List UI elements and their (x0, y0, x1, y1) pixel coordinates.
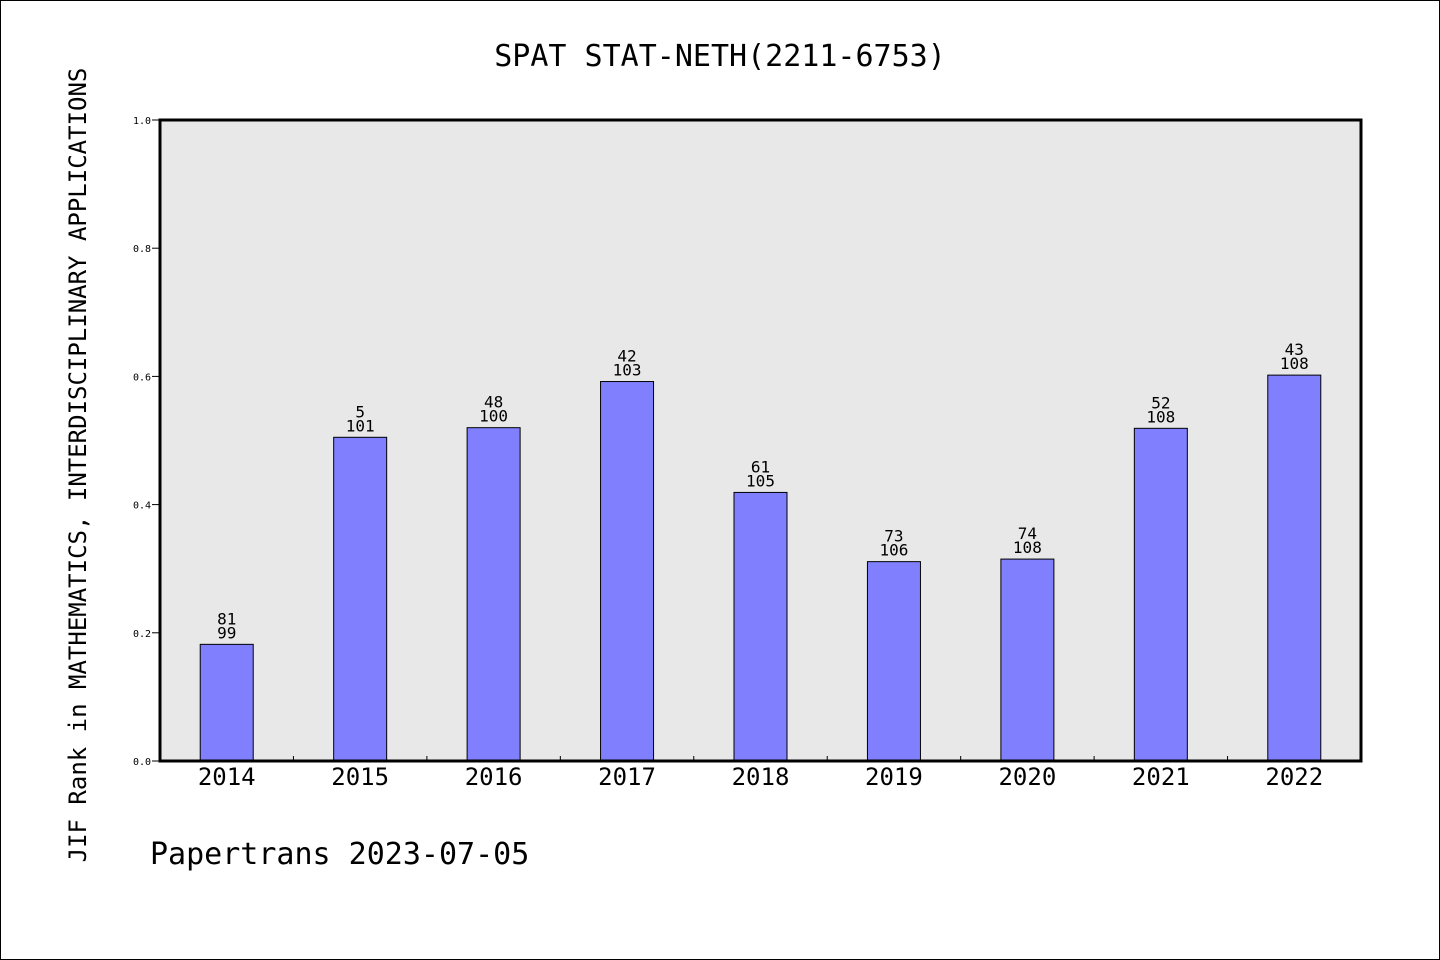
bar-2018 (733, 491, 788, 762)
bar-2015 (333, 436, 388, 762)
bar-2019 (866, 561, 921, 762)
bar-total-label: 100 (479, 407, 508, 426)
bar-total-label: 108 (1280, 354, 1309, 373)
bar-total-label: 106 (879, 541, 908, 560)
y-tick-label: 1.0 (133, 116, 151, 127)
bar-2017 (600, 381, 655, 762)
x-tick-label: 2015 (331, 763, 389, 791)
x-tick-label: 2016 (465, 763, 523, 791)
x-axis: 2014 2015 2016 2017 2018 2019 2020 2021 2022 (198, 756, 1323, 791)
bar-2014 (199, 643, 254, 762)
bar-rank-label: 5 (355, 402, 365, 421)
bar-rank-label: 48 (484, 393, 503, 412)
x-tick-label: 2017 (598, 763, 656, 791)
y-tick-label: 0.2 (133, 629, 151, 640)
x-tick-label: 2020 (998, 763, 1056, 791)
footer-credit: Papertrans 2023-07-05 (150, 837, 529, 872)
y-axis: 0.0 0.2 0.4 0.6 0.8 1.0 (133, 116, 160, 768)
bar-2020 (1000, 558, 1055, 762)
bar-total-label: 105 (746, 471, 775, 490)
y-tick-label: 0.0 (133, 757, 151, 768)
y-tick-label: 0.6 (133, 372, 151, 383)
bar-rank-label: 52 (1151, 393, 1170, 412)
bar-rank-label: 81 (217, 609, 236, 628)
bar-2021 (1133, 427, 1188, 762)
plot-border (158, 118, 1363, 763)
bar-rank-label: 74 (1018, 524, 1037, 543)
x-tick-label: 2021 (1132, 763, 1190, 791)
y-tick-label: 0.8 (133, 244, 151, 255)
bar-rank-label: 43 (1285, 340, 1304, 359)
x-tick-label: 2022 (1265, 763, 1323, 791)
bar-2022 (1267, 374, 1322, 762)
bar-2016 (466, 427, 521, 762)
x-tick-label: 2018 (732, 763, 790, 791)
y-axis-label: JIF Rank in MATHEMATICS, INTERDISCIPLINA… (64, 68, 92, 863)
x-tick-label: 2014 (198, 763, 256, 791)
bar-rank-label: 42 (617, 347, 636, 366)
bar-total-label: 101 (346, 416, 375, 435)
y-tick-label: 0.4 (133, 501, 151, 512)
bar-total-label: 108 (1146, 407, 1175, 426)
bars-layer: 8199510148100421036110573106741085210843… (199, 340, 1322, 762)
chart-title: SPAT STAT-NETH(2211-6753) (494, 39, 946, 74)
x-tick-label: 2019 (865, 763, 923, 791)
bar-total-label: 108 (1013, 538, 1042, 557)
bar-total-label: 99 (217, 623, 236, 642)
bar-rank-label: 73 (884, 527, 903, 546)
bar-rank-label: 61 (751, 457, 770, 476)
bar-total-label: 103 (613, 361, 642, 380)
